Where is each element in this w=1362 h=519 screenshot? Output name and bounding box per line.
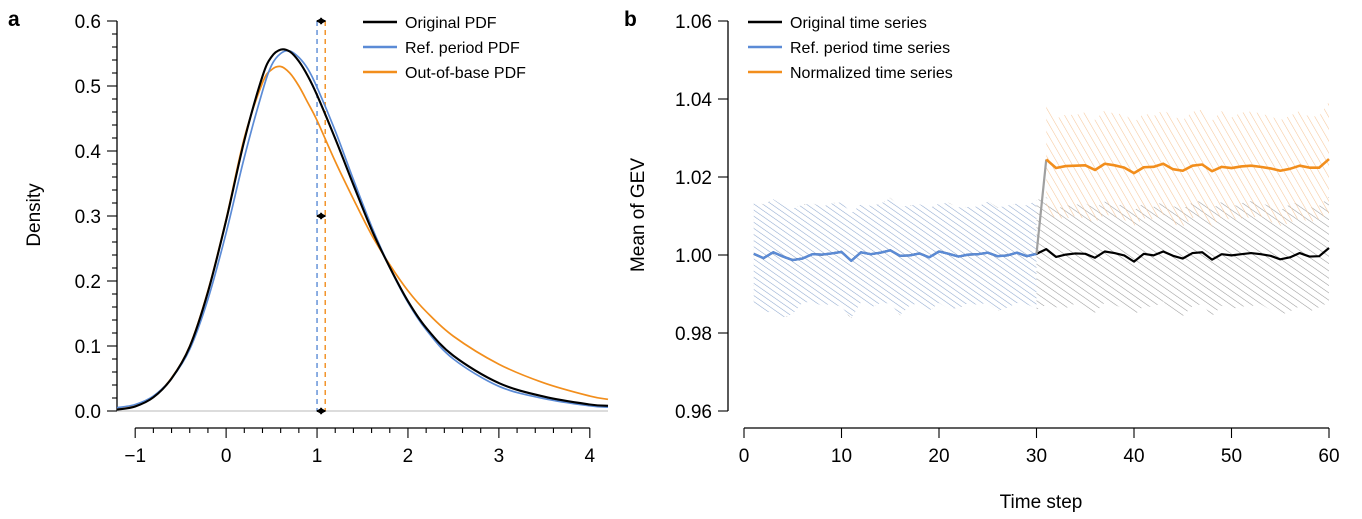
- panel-a-ylabel: Density: [24, 183, 45, 247]
- panel-a-x-tick-label: 2: [403, 446, 414, 467]
- curve-out-of-base-pdf: [116, 65, 609, 410]
- panel-b-x-axis: 0 10 20 30 40 50 60: [739, 427, 1340, 467]
- panel-a-y-tick-label: 0.6: [75, 12, 101, 33]
- line-normalized-time-series: [1045, 158, 1330, 175]
- panel-a-y-tick-label: 0.3: [75, 207, 101, 228]
- curve-original-pdf: [116, 48, 609, 411]
- panel-a-x-axis: −1 0 1 2 3 4: [124, 427, 596, 467]
- panel-b-label: b: [624, 8, 637, 31]
- line-connector: [1035, 159, 1048, 254]
- panel-b: b Mean of GEV Time step 0.96 0.98 1.00 1.02…: [624, 8, 1340, 513]
- panel-a: a Density 0.00.10.20.30.40.50.6 −1 0 1 2 3 4 …: [8, 8, 609, 467]
- panel-b-y-tick-label: 1.02: [675, 168, 712, 189]
- shift-arrow: [316, 407, 327, 415]
- panel-b-bands: [753, 101, 1329, 319]
- legend-b-label-reference: Ref. period time series: [790, 40, 950, 57]
- curve-ref-period-pdf: [116, 49, 609, 409]
- panel-b-y-axis: 0.96 0.98 1.00 1.02 1.04 1.06: [675, 12, 729, 423]
- panel-b-x-tick-label: 40: [1123, 446, 1144, 467]
- panel-a-y-tick-label: 0.1: [75, 337, 101, 358]
- panel-a-y-tick-label: 0.5: [75, 77, 101, 98]
- panel-b-x-tick-label: 60: [1318, 446, 1339, 467]
- panel-b-x-tick-label: 30: [1026, 446, 1047, 467]
- panel-a-shift-arrows: [316, 17, 327, 415]
- panel-b-y-tick-label: 1.04: [675, 90, 712, 111]
- panel-b-legend: Original time series Ref. period time se…: [748, 15, 953, 82]
- panel-a-y-tick-label: 0.4: [75, 142, 102, 163]
- legend-a-label-original: Original PDF: [405, 15, 497, 32]
- line-ref-period-time-series: [753, 249, 1037, 263]
- panel-a-y-tick-label: 0.0: [75, 402, 101, 423]
- panel-a-y-axis: 0.0 0.1 0.2 0.3 0.4 0.5 0.6: [75, 12, 118, 423]
- panel-a-curves: [116, 48, 609, 411]
- panel-b-x-tick-label: 20: [928, 446, 949, 467]
- legend-a-label-reference: Ref. period PDF: [405, 40, 520, 57]
- panel-a-x-tick-label: 3: [494, 446, 505, 467]
- panel-a-x-tick-label: 0: [221, 446, 232, 467]
- panel-a-x-tick-label: 1: [312, 446, 323, 467]
- panel-b-y-tick-label: 0.98: [675, 324, 712, 345]
- panel-b-x-tick-label: 50: [1221, 446, 1242, 467]
- shift-arrow: [316, 212, 327, 220]
- panel-b-lines: [753, 158, 1330, 263]
- legend-a-label-outofbase: Out-of-base PDF: [405, 65, 526, 82]
- panel-b-xlabel: Time step: [1000, 492, 1083, 513]
- panel-b-x-tick-label: 0: [739, 446, 750, 467]
- legend-b-label-original: Original time series: [790, 15, 927, 32]
- panel-b-y-tick-label: 0.96: [675, 402, 712, 423]
- shift-arrow: [316, 17, 327, 25]
- legend-b-label-normalized: Normalized time series: [790, 65, 953, 82]
- band-reference: [753, 198, 1037, 319]
- band-normalized: [1046, 101, 1329, 227]
- panel-b-y-tick-label: 1.00: [675, 246, 712, 267]
- panel-a-y-tick-label: 0.2: [75, 272, 101, 293]
- panel-b-y-tick-label: 1.06: [675, 12, 712, 33]
- panel-a-x-tick-label: 4: [585, 446, 596, 467]
- panel-a-legend: Original PDF Ref. period PDF Out-of-base…: [363, 15, 526, 82]
- panel-a-label: a: [8, 8, 20, 31]
- panel-b-x-tick-label: 10: [831, 446, 852, 467]
- panel-a-x-tick-label: −1: [124, 446, 146, 467]
- panel-b-ylabel: Mean of GEV: [628, 158, 649, 272]
